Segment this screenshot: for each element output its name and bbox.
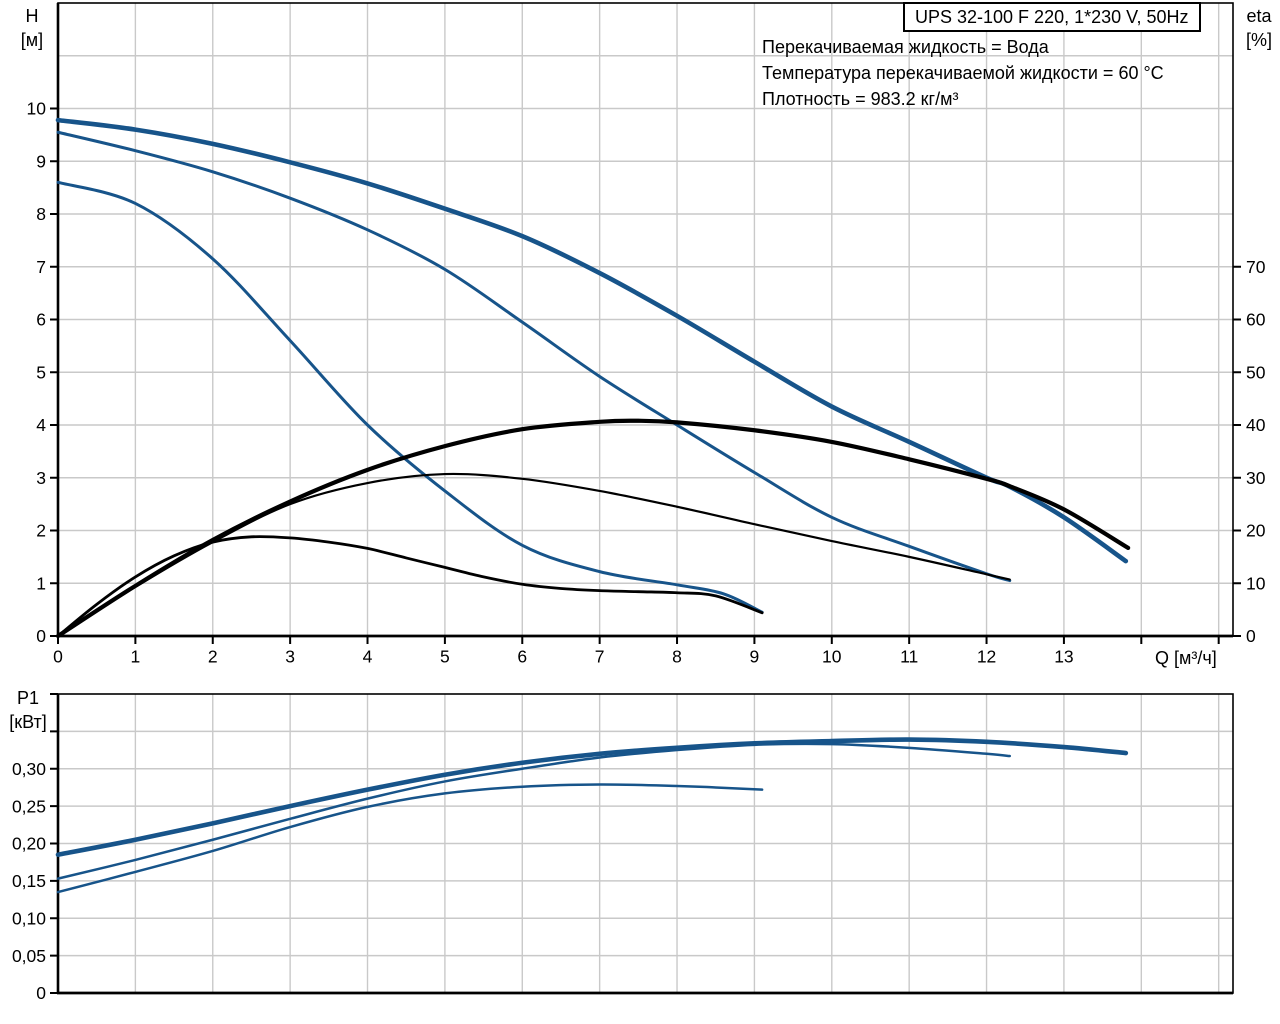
x-tick-label: 8 [672,647,682,667]
y-right-tick-label: 10 [1246,573,1266,593]
p1-axis-label: P1 [кВт] [2,686,54,734]
y-left-tick-label: 0,10 [12,908,46,928]
x-tick-label: 7 [595,647,605,667]
y-left-tick-label: 10 [27,99,47,119]
curve-p1-curve-max-speed [55,737,1129,858]
x-tick-label: 13 [1054,647,1073,667]
x-tick-label: 4 [363,647,373,667]
pump-title-box: UPS 32-100 F 220, 1*230 V, 50Hz [903,2,1201,32]
y-left-tick-label: 9 [36,151,46,171]
y-left-tick-label: 0 [36,983,46,1003]
x-tick-label: 12 [977,647,996,667]
info-line-density: Плотность = 983.2 кг/м³ [762,89,959,109]
y-right-tick-label: 60 [1246,310,1266,330]
y-left-tick-label: 6 [36,310,46,330]
curve-p1-curve-speed-1 [56,783,764,894]
x-tick-label: 1 [131,647,141,667]
y-right-tick-label: 50 [1246,362,1266,382]
y-right-tick-label: 30 [1246,468,1266,488]
x-tick-label: 5 [440,647,450,667]
h-axis-unit: [м] [20,30,44,50]
y-left-tick-label: 7 [36,257,46,277]
x-tick-label: 0 [53,647,63,667]
y-left-tick-label: 8 [36,204,46,224]
p1-axis-unit: [кВт] [9,712,47,732]
curve-h-q-curve-speed-2 [56,130,1012,583]
p1-axis-symbol: P1 [16,688,40,708]
y-left-tick-label: 3 [36,468,46,488]
x-tick-label: 9 [750,647,760,667]
eta-axis-unit: [%] [1245,30,1272,50]
info-line-temperature: Температура перекачиваемой жидкости = 60… [762,63,1164,83]
curve-eta-curve-max-speed [55,418,1131,639]
x-tick-label: 11 [900,647,918,667]
y-left-tick-label: 0,25 [12,796,46,816]
y-left-tick-label: 4 [36,415,46,435]
eta-axis-symbol: eta [1246,6,1272,26]
liquid-info: Перекачиваемая жидкость = Вода Температу… [762,34,1164,112]
y-left-tick-label: 0,05 [12,946,46,966]
y-left-tick-label: 0,15 [12,871,46,891]
x-tick-label: 6 [517,647,527,667]
curve-eta-curve-speed-1 [56,535,764,638]
y-left-tick-label: 0 [36,626,46,646]
info-line-liquid: Перекачиваемая жидкость = Вода [762,37,1049,57]
h-axis-symbol: H [25,6,39,26]
y-left-tick-label: 5 [36,362,46,382]
y-right-tick-label: 40 [1246,415,1266,435]
x-tick-label: 2 [208,647,218,667]
y-left-tick-label: 1 [36,573,46,593]
h-axis-label: H [м] [6,4,58,52]
x-tick-label: 3 [285,647,295,667]
y-left-tick-label: 0,30 [12,759,46,779]
x-tick-label: 10 [822,647,842,667]
y-right-tick-label: 0 [1246,626,1256,646]
eta-axis-label: eta [%] [1238,4,1280,52]
curve-p1-curve-speed-2 [56,742,1012,880]
y-left-tick-label: 2 [36,521,46,541]
y-right-tick-label: 70 [1246,257,1266,277]
y-left-tick-label: 0,20 [12,834,46,854]
q-axis-label: Q [м³/ч] [1155,648,1217,668]
y-right-tick-label: 20 [1246,521,1266,541]
